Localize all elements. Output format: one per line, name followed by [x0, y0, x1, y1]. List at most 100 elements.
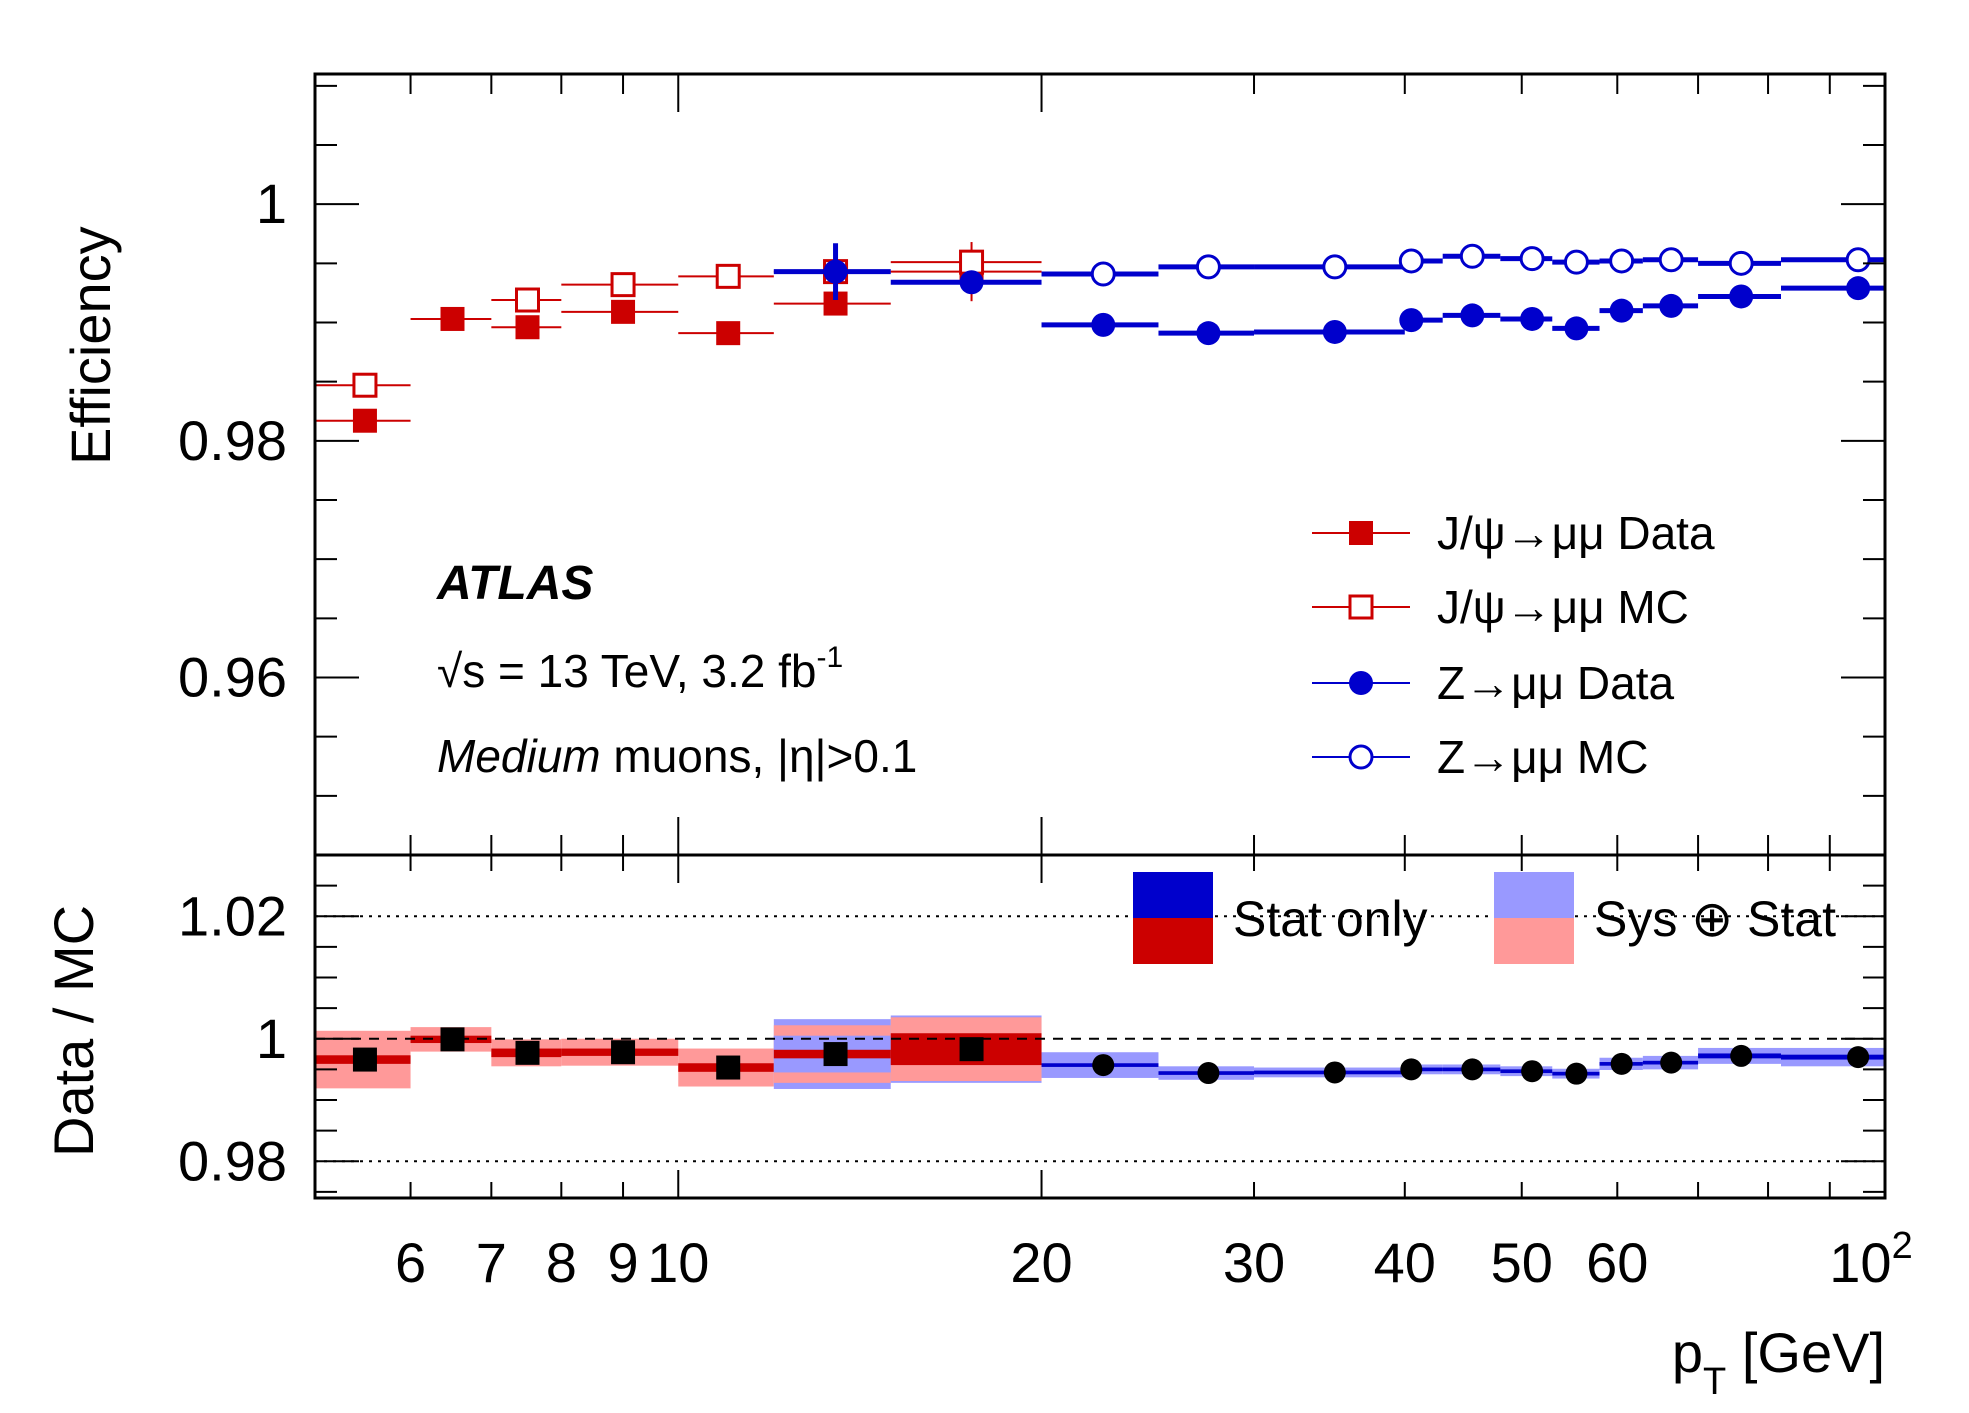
ratio-legend: Stat only Sys ⊕ Stat	[1133, 872, 1836, 964]
x-tick-label: 102	[1829, 1225, 1912, 1294]
data-point-circle	[1460, 303, 1485, 328]
ratio-y-tick-label: 0.98	[178, 1129, 287, 1192]
data-point-circle	[1196, 321, 1221, 346]
x-axis-title: pT [GeV]	[1672, 1321, 1885, 1403]
ratio-point-circle	[1323, 1061, 1346, 1084]
efficiency-panel-ticks: 0.96 0.98 1	[178, 74, 1885, 856]
data-point-open-circle	[1322, 254, 1348, 280]
ratio-point-square	[959, 1037, 984, 1062]
data-point-square	[515, 315, 540, 340]
legend-label-z-mc: Z→μμ MC	[1437, 731, 1648, 783]
legend-marker-z-data	[1349, 671, 1373, 695]
ratio-point-circle	[1400, 1058, 1423, 1081]
data-point-square	[352, 408, 377, 433]
legend-marker-jpsi-mc	[1348, 594, 1374, 620]
efficiency-axis-title: Efficiency	[59, 226, 122, 465]
data-point-open-circle	[1728, 250, 1754, 276]
ratio-point-square	[440, 1027, 465, 1052]
efficiency-panel-data	[315, 242, 1885, 433]
data-point-circle	[1520, 306, 1545, 331]
data-point-circle	[1659, 293, 1684, 318]
data-point-open-square	[715, 263, 741, 289]
ratio-point-circle	[1730, 1044, 1753, 1067]
x-tick-label-exponent: 2	[1892, 1225, 1913, 1267]
legend-stat-red-swatch	[1133, 918, 1213, 964]
data-point-open-circle	[1090, 261, 1116, 287]
x-tick-label-base: 10	[1829, 1231, 1891, 1294]
data-point-open-circle	[1845, 247, 1871, 273]
x-tick-label: 9	[607, 1231, 638, 1294]
x-axis-title-sub: T	[1703, 1361, 1726, 1403]
data-point-square	[611, 299, 636, 324]
x-tick-label: 30	[1223, 1231, 1285, 1294]
ratio-axis-title: Data / MC	[42, 905, 105, 1157]
legend-label-jpsi-mc: J/ψ→μμ MC	[1437, 581, 1689, 633]
data-point-open-circle	[1519, 246, 1545, 272]
y-tick-label: 0.96	[178, 646, 287, 709]
ratio-point-square	[352, 1047, 377, 1072]
data-point-open-circle	[1398, 248, 1424, 274]
data-point-open-circle	[1658, 247, 1684, 273]
data-point-circle	[1729, 284, 1754, 309]
x-tick-label: 20	[1010, 1231, 1072, 1294]
ratio-point-square	[716, 1055, 741, 1080]
legend-sys-label: Sys ⊕ Stat	[1594, 891, 1836, 947]
ratio-point-circle	[1521, 1060, 1544, 1083]
ratio-point-circle	[1461, 1058, 1484, 1081]
legend-sys-red-swatch	[1494, 918, 1574, 964]
selection-label: Medium muons, |η|>0.1	[437, 730, 917, 782]
data-point-square	[440, 306, 465, 331]
ratio-point-circle	[1565, 1062, 1588, 1085]
legend-label-jpsi-data: J/ψ→μμ Data	[1437, 507, 1715, 559]
legend-stat-blue-swatch	[1133, 872, 1213, 918]
data-point-circle	[823, 259, 848, 284]
data-point-circle	[1609, 298, 1634, 323]
x-tick-label: 40	[1374, 1231, 1436, 1294]
ratio-panel-ticks: 0.98 1 1.02	[178, 854, 1885, 1198]
ratio-panel-frame	[313, 853, 1887, 1200]
ratio-point-square	[515, 1040, 540, 1065]
y-tick-label: 1	[256, 172, 287, 235]
selection-italic: Medium	[437, 730, 601, 782]
data-point-open-circle	[1459, 243, 1485, 269]
stat-band	[1404, 1067, 1443, 1072]
ratio-point-square	[823, 1042, 848, 1067]
x-tick-label: 7	[476, 1231, 507, 1294]
efficiency-legend: J/ψ→μμ Data J/ψ→μμ MC Z→μμ Data Z→μμ MC	[1312, 507, 1715, 783]
atlas-label: ATLAS	[436, 557, 593, 610]
legend-marker-z-mc	[1348, 744, 1374, 770]
data-point-circle	[959, 270, 984, 295]
data-point-circle	[1091, 312, 1116, 337]
data-point-open-circle	[1609, 248, 1635, 274]
data-point-circle	[1846, 276, 1871, 301]
stat-band	[1780, 1054, 1885, 1060]
data-point-circle	[1399, 308, 1424, 333]
data-point-square	[716, 321, 741, 346]
data-point-open-square	[514, 287, 540, 313]
x-tick-label: 6	[395, 1231, 426, 1294]
data-point-open-square	[610, 272, 636, 298]
ratio-point-circle	[1610, 1052, 1633, 1075]
selection-rest: muons, |η|>0.1	[601, 730, 918, 782]
data-point-open-square	[959, 249, 985, 275]
data-point-open-circle	[1563, 249, 1589, 275]
ratio-y-tick-label: 1.02	[178, 884, 287, 947]
ratio-point-circle	[1660, 1051, 1683, 1074]
ratio-point-circle	[1092, 1054, 1115, 1077]
ratio-y-tick-label: 1	[256, 1007, 287, 1070]
y-tick-label: 0.98	[178, 409, 287, 472]
x-tick-label: 10	[647, 1231, 709, 1294]
energy-lumi-label: √s = 13 TeV, 3.2 fb-1	[437, 641, 843, 697]
data-point-circle	[1564, 316, 1589, 341]
energy-lumi-exponent: -1	[816, 641, 843, 674]
data-point-circle	[1322, 319, 1347, 344]
x-axis-title-p: p	[1672, 1321, 1703, 1384]
ratio-point-square	[611, 1040, 636, 1065]
energy-lumi-text: √s = 13 TeV, 3.2 fb	[437, 645, 816, 697]
legend-marker-jpsi-data	[1349, 521, 1373, 545]
ratio-point-circle	[1847, 1046, 1870, 1069]
ratio-panel-data	[315, 915, 1885, 1163]
x-tick-label: 60	[1586, 1231, 1648, 1294]
legend-stat-label: Stat only	[1233, 891, 1428, 947]
